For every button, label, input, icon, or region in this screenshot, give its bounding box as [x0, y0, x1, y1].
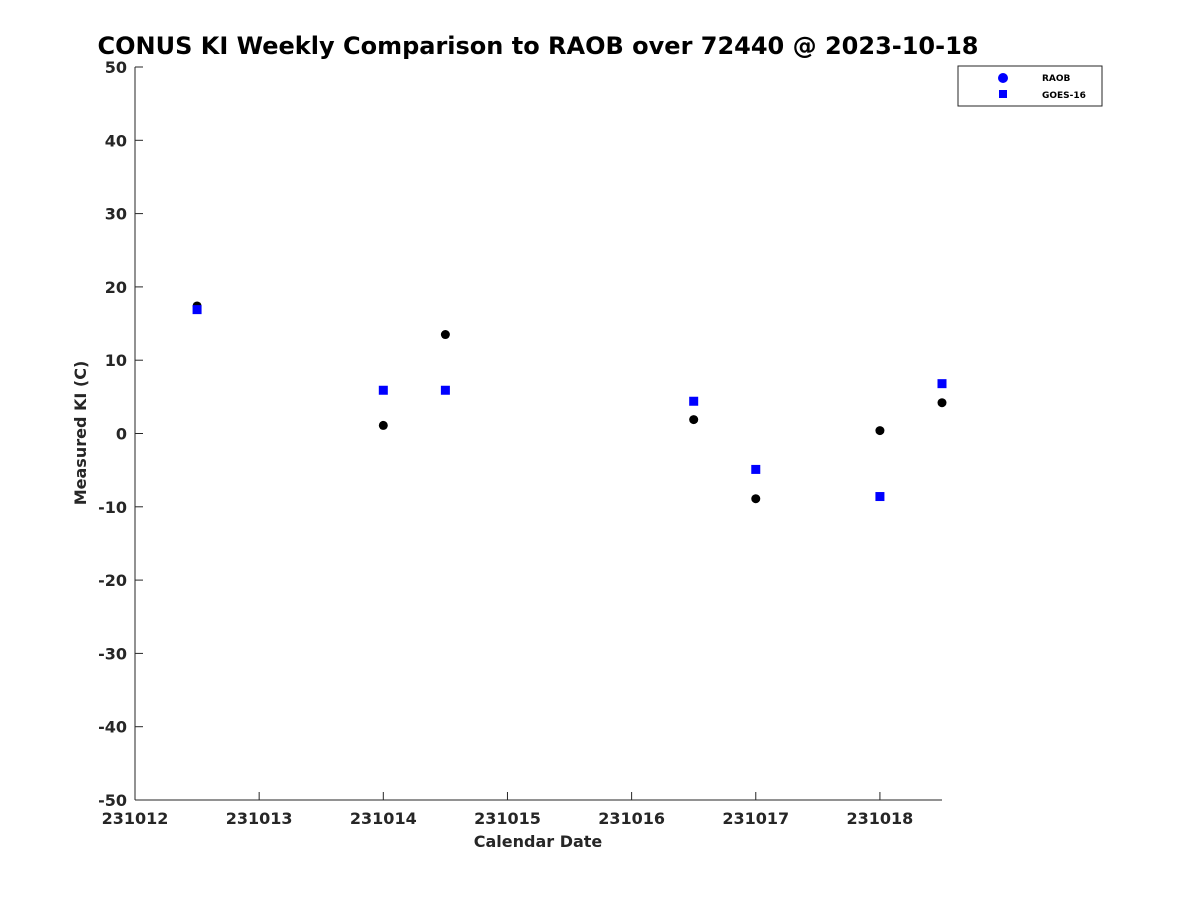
goes-16-point	[689, 396, 699, 406]
y-tick-label: 30	[105, 205, 127, 224]
x-tick-label: 231016	[598, 809, 665, 828]
chart-title: CONUS KI Weekly Comparison to RAOB over …	[98, 32, 979, 60]
raob-point	[751, 494, 761, 504]
goes-16-point	[192, 305, 202, 315]
legend-raob-label: RAOB	[1042, 74, 1071, 84]
y-tick-label: -50	[98, 791, 127, 810]
raob-point	[378, 420, 388, 430]
y-tick-label: -30	[98, 644, 127, 663]
goes-16-point	[378, 385, 388, 395]
y-tick-label: 20	[105, 278, 127, 297]
goes-16-point	[440, 385, 450, 395]
raob-point	[875, 426, 885, 436]
y-tick-label: 40	[105, 131, 127, 150]
legend-raob-marker	[998, 73, 1008, 83]
x-tick-label: 231012	[102, 809, 169, 828]
raob-point	[440, 330, 450, 340]
x-tick-label: 231015	[474, 809, 541, 828]
x-tick-label: 231017	[722, 809, 789, 828]
y-axis-label: Measured KI (C)	[71, 361, 90, 506]
raob-point	[689, 415, 699, 425]
y-tick-label: -20	[98, 571, 127, 590]
legend-goes-label: GOES-16	[1042, 91, 1086, 101]
x-tick-label: 231018	[847, 809, 914, 828]
x-tick-label: 231013	[226, 809, 293, 828]
legend-goes-marker	[999, 90, 1007, 98]
y-tick-label: -10	[98, 498, 127, 517]
x-tick-label: 231014	[350, 809, 417, 828]
x-axis-label: Calendar Date	[474, 832, 603, 851]
goes-16-point	[937, 379, 947, 389]
raob-point	[937, 398, 947, 408]
y-tick-label: -40	[98, 718, 127, 737]
legend-box	[957, 65, 1103, 107]
legend: RAOB GOES-16	[957, 65, 1103, 107]
x-ticks: 231012 231013 231014 231015 231016 231017 2310…	[102, 792, 914, 828]
y-tick-label: 50	[105, 58, 127, 77]
y-tick-label: 0	[116, 425, 127, 444]
y-tick-label: 10	[105, 351, 127, 370]
y-ticks: -50 -40 -30 -20 -10 0 10 20 30 40 50	[98, 58, 143, 810]
data-points	[192, 301, 947, 504]
goes-16-point	[875, 492, 885, 502]
goes-16-point	[751, 464, 761, 474]
